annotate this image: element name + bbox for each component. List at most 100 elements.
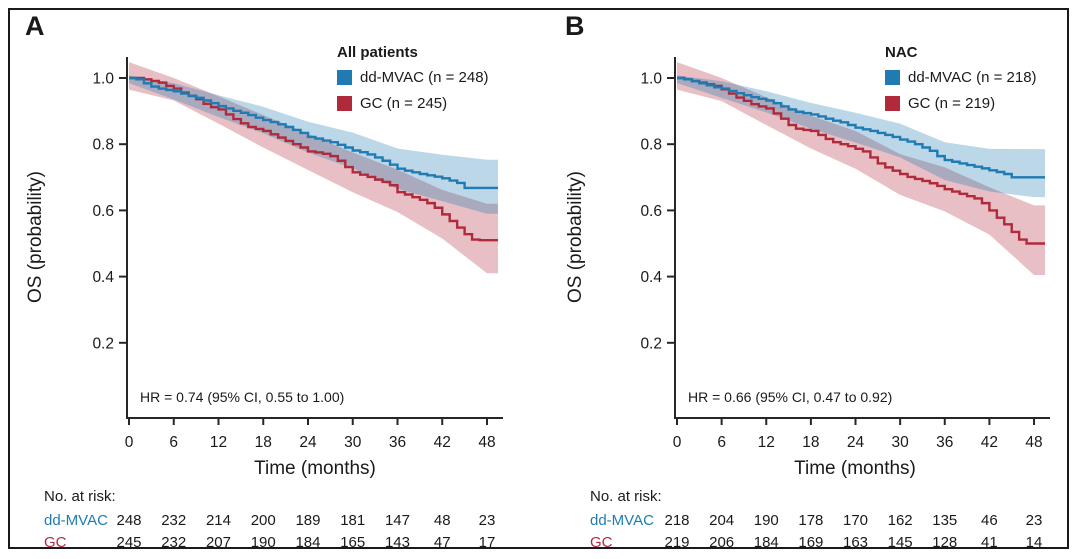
y-tick-label: 0.6 (640, 203, 662, 220)
risk-count: 184 (753, 534, 779, 551)
x-tick-label: 24 (847, 434, 865, 451)
x-tick-label: 42 (434, 434, 451, 451)
risk-count: 135 (932, 512, 958, 529)
legend-title: All patients (337, 44, 418, 61)
x-tick-label: 0 (673, 434, 682, 451)
panel-label-b: B (565, 11, 585, 41)
risk-row-gc: GC 245 232 207 190 184 165 143 47 17 (0, 534, 540, 552)
y-tick-label: 0.4 (640, 269, 662, 286)
risk-count: 218 (664, 512, 690, 529)
risk-count: 169 (798, 534, 824, 551)
hr-annotation: HR = 0.66 (95% CI, 0.47 to 0.92) (688, 389, 893, 405)
x-tick-label: 36 (936, 434, 953, 451)
risk-row-label-ddmvac: dd-MVAC (590, 512, 654, 529)
gc-swatch-icon (337, 95, 352, 111)
risk-count: 248 (116, 512, 142, 529)
risk-count: 128 (932, 534, 958, 551)
dd-mvac-km-curve (129, 76, 498, 190)
risk-count: 23 (478, 512, 496, 529)
y-tick-label: 0.2 (640, 335, 662, 352)
legend-label-ddmvac: dd-MVAC (n = 248) (360, 68, 489, 86)
y-tick-label: 0.6 (92, 203, 114, 220)
risk-count: 214 (205, 512, 231, 529)
risk-count: 204 (709, 512, 735, 529)
y-axis-title: OS (probability) (25, 171, 46, 303)
risk-count: 190 (753, 512, 779, 529)
risk-count: 207 (205, 534, 231, 551)
x-tick-label: 6 (169, 434, 178, 451)
x-tick-label: 6 (717, 434, 726, 451)
y-tick-label: 0.2 (92, 335, 114, 352)
risk-count: 206 (709, 534, 735, 551)
risk-row-gc: GC 219 206 184 169 163 145 128 41 14 (540, 534, 1080, 552)
x-tick-label: 48 (1025, 434, 1042, 451)
risk-count: 165 (340, 534, 366, 551)
y-tick-label: 0.8 (92, 137, 114, 154)
hr-annotation: HR = 0.74 (95% CI, 0.55 to 1.00) (140, 389, 345, 405)
risk-row-label-gc: GC (590, 534, 613, 551)
x-tick-label: 48 (478, 434, 495, 451)
legend: NAC dd-MVAC (n = 218) GC (n = 219) (885, 44, 1037, 121)
y-tick-label: 1.0 (92, 71, 114, 88)
risk-count: 17 (478, 534, 496, 551)
x-axis-title: Time (months) (794, 458, 916, 479)
x-tick-label: 0 (125, 434, 134, 451)
risk-count: 219 (664, 534, 690, 551)
x-tick-label: 36 (389, 434, 406, 451)
risk-count: 163 (842, 534, 869, 551)
risk-count: 232 (161, 512, 187, 529)
risk-count: 46 (981, 512, 998, 529)
x-tick-label: 12 (758, 434, 775, 451)
km-plot-all-patients: 0 6 12 18 24 30 36 42 48 1.0 0.8 0.6 0.4 0.2 (92, 57, 503, 451)
legend-item-ddmvac: dd-MVAC (n = 248) (337, 68, 489, 86)
risk-count: 23 (1025, 512, 1043, 529)
risk-count: 41 (981, 534, 998, 551)
risk-row-ddmvac: dd-MVAC 248 232 214 200 189 181 147 48 23 (0, 512, 540, 530)
risk-row-label-ddmvac: dd-MVAC (44, 512, 108, 529)
legend-item-ddmvac: dd-MVAC (n = 218) (885, 68, 1037, 86)
legend-title: NAC (885, 44, 918, 61)
risk-table-title: No. at risk: (44, 488, 116, 505)
risk-count: 147 (384, 512, 410, 529)
ddmvac-swatch-icon (885, 69, 900, 85)
panel-all-patients: 0 6 12 18 24 30 36 42 48 1.0 0.8 0.6 0.4 0.2 A OS (pr… (0, 11, 540, 552)
x-tick-label: 24 (299, 434, 317, 451)
x-tick-label: 18 (802, 434, 819, 451)
legend-label-gc: GC (n = 219) (908, 94, 996, 112)
y-tick-label: 0.4 (92, 269, 114, 286)
legend-item-gc: GC (n = 219) (885, 94, 1037, 112)
y-tick-label: 1.0 (640, 71, 662, 88)
gc-confidence-band (677, 62, 1046, 275)
risk-row-label-gc: GC (44, 534, 67, 551)
legend-label-ddmvac: dd-MVAC (n = 218) (908, 68, 1037, 86)
risk-count: 245 (116, 534, 142, 551)
x-axis-title: Time (months) (254, 458, 376, 479)
y-axis-title: OS (probability) (565, 171, 586, 303)
risk-count: 232 (161, 534, 187, 551)
risk-count: 184 (295, 534, 321, 551)
risk-count: 162 (887, 512, 913, 529)
risk-row-ddmvac: dd-MVAC 218 204 190 178 170 162 135 46 23 (540, 512, 1080, 530)
km-plot-nac: 0 6 12 18 24 30 36 42 48 1.0 0.8 0.6 0.4 0.2 (640, 57, 1051, 451)
x-tick-label: 12 (210, 434, 227, 451)
x-tick-label: 18 (255, 434, 272, 451)
x-tick-label: 42 (981, 434, 998, 451)
legend: All patients dd-MVAC (n = 248) GC (n = 2… (337, 44, 489, 121)
risk-count: 200 (250, 512, 276, 529)
legend-item-gc: GC (n = 245) (337, 94, 489, 112)
gc-km-curve (677, 76, 1046, 245)
risk-count: 189 (295, 512, 321, 529)
risk-count: 48 (433, 512, 451, 529)
dd-mvac-km-curve (677, 76, 1046, 179)
panel-label-a: A (25, 11, 45, 41)
risk-table-title: No. at risk: (590, 488, 662, 505)
legend-label-gc: GC (n = 245) (360, 94, 448, 112)
dd-mvac-confidence-band (677, 75, 1046, 198)
figure-border (8, 8, 1069, 549)
gc-confidence-band (129, 62, 498, 274)
gc-swatch-icon (885, 95, 900, 111)
risk-count: 181 (340, 512, 366, 529)
risk-count: 170 (842, 512, 869, 529)
ddmvac-swatch-icon (337, 69, 352, 85)
